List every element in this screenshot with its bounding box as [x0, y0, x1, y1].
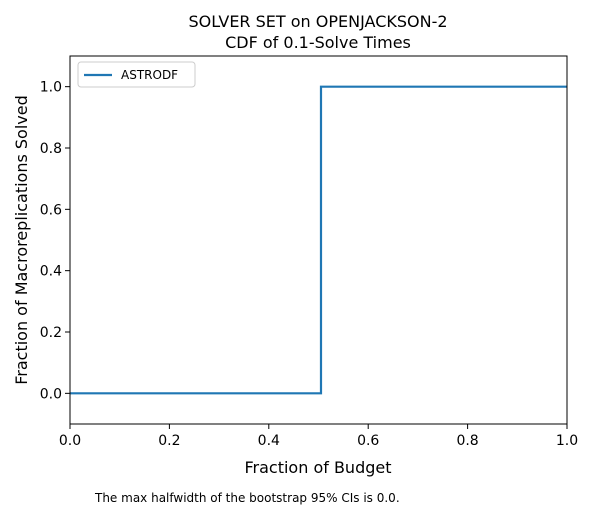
- x-tick-label: 0.6: [357, 433, 379, 449]
- x-tick-label: 0.8: [456, 433, 478, 449]
- x-axis-label: Fraction of Budget: [244, 458, 391, 477]
- series-line-astrodf: [70, 85, 567, 395]
- plot-area: 0.0 0.2 0.4 0.6 0.8 1.0 0.0 0.2 0.4 0.6 0.8 1.0 ASTR…: [40, 55, 578, 449]
- y-tick-label: 0.4: [40, 264, 62, 280]
- x-tick-label: 1.0: [556, 433, 578, 449]
- y-tick-label: 0.0: [40, 386, 62, 402]
- y-axis-label: Fraction of Macroreplications Solved: [12, 95, 31, 385]
- y-tick-label: 0.2: [40, 325, 62, 341]
- chart-title: SOLVER SET on OPENJACKSON-2: [188, 12, 447, 31]
- x-tick-label: 0.2: [158, 433, 180, 449]
- x-tick-label: 0.4: [258, 433, 280, 449]
- y-tick-label: 0.8: [40, 141, 62, 157]
- y-tick-label: 0.6: [40, 202, 62, 218]
- plot-frame: [69, 55, 568, 425]
- x-tick-label: 0.0: [59, 433, 81, 449]
- ci-halfwidth-annotation: The max halfwidth of the bootstrap 95% C…: [94, 491, 400, 505]
- legend-label: ASTRODF: [121, 68, 178, 82]
- legend-box: [77, 61, 196, 88]
- chart-subtitle: CDF of 0.1-Solve Times: [225, 33, 411, 52]
- y-tick-label: 1.0: [40, 80, 62, 96]
